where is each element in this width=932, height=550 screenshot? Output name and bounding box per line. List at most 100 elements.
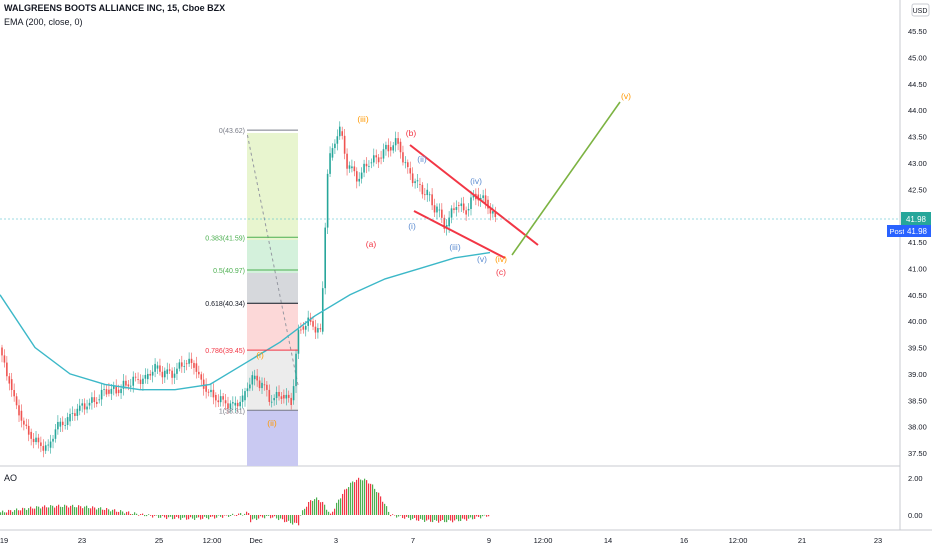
ao-bar <box>350 482 352 515</box>
candle-body <box>312 321 314 327</box>
ao-bar <box>168 515 170 518</box>
candle-body <box>40 442 42 446</box>
ao-bar <box>248 513 250 515</box>
ao-bar <box>62 506 64 515</box>
ao-bar <box>188 515 190 520</box>
candle-body <box>387 144 390 152</box>
candle-body <box>416 180 419 182</box>
ao-bar <box>114 509 116 515</box>
ao-bar <box>84 506 86 515</box>
candle-body <box>69 413 71 422</box>
ao-bar <box>442 515 444 520</box>
ao-bar <box>174 515 176 519</box>
ao-bar <box>156 515 158 516</box>
candle-body <box>484 195 487 203</box>
ao-bar <box>170 515 172 517</box>
candle-body <box>324 227 326 289</box>
price-tick-label: 44.50 <box>908 80 927 89</box>
indicator-title[interactable]: EMA (200, close, 0) <box>4 17 83 27</box>
candle-body <box>263 384 266 386</box>
ao-bar <box>458 515 460 522</box>
ao-bar <box>366 480 368 515</box>
ao-bar <box>44 505 46 515</box>
fib-retracement[interactable] <box>246 132 299 466</box>
candle-body <box>144 374 147 379</box>
ao-bar <box>140 514 142 515</box>
fib-level-label: 1(38.31) <box>219 408 245 415</box>
price-tick-label: 40.50 <box>908 291 927 300</box>
ao-bar <box>364 478 366 515</box>
candle-body <box>168 369 171 371</box>
candle-body <box>105 389 108 395</box>
candle-body <box>151 371 154 376</box>
candle-body <box>268 389 271 402</box>
ao-bar <box>382 501 384 515</box>
candle-body <box>91 397 93 403</box>
ao-bar <box>70 505 72 515</box>
candle-body <box>321 288 324 332</box>
ao-bar <box>286 515 288 522</box>
ao-bar <box>162 515 164 516</box>
ao-bar <box>266 515 268 516</box>
candle-body <box>229 403 232 409</box>
candle-body <box>88 402 91 406</box>
ao-bar <box>128 511 130 515</box>
candle-body <box>329 153 331 174</box>
candle-body <box>302 326 305 330</box>
candle-body <box>341 131 343 136</box>
currency-box[interactable] <box>911 3 930 17</box>
candle-body <box>149 373 152 376</box>
ao-bar <box>76 507 78 515</box>
ao-bar <box>406 515 408 517</box>
candle-body <box>492 211 494 214</box>
ao-bar <box>486 515 488 517</box>
candle-body <box>193 362 195 368</box>
wedge-upper-line[interactable] <box>409 144 539 246</box>
candle-body <box>353 166 356 172</box>
ao-bar <box>212 515 214 517</box>
candle-body <box>314 326 317 333</box>
candle-body <box>108 389 110 394</box>
ao-bar <box>166 515 168 520</box>
candle-body <box>436 206 438 213</box>
ao-bar <box>54 507 56 515</box>
fib-zone-05-0618 <box>247 273 298 304</box>
ao-bar <box>130 513 132 515</box>
candle-body <box>224 400 227 404</box>
ao-bar <box>262 515 264 518</box>
fib-level-label: 0.618(40.34) <box>205 301 245 308</box>
ao-bar <box>194 515 196 520</box>
ao-bar <box>434 515 436 520</box>
ao-bar <box>28 508 30 515</box>
projection-line[interactable] <box>511 101 621 256</box>
ao-bar <box>102 509 104 515</box>
ao-bar <box>106 508 108 515</box>
ao-bar <box>312 500 314 515</box>
ao-bar <box>478 515 480 518</box>
candle-body <box>275 391 278 399</box>
ao-bar <box>66 505 68 515</box>
ao-bar <box>296 515 298 524</box>
ao-bar <box>246 511 248 515</box>
ao-bar <box>60 506 62 515</box>
candle-body <box>120 388 122 394</box>
candle-body <box>100 389 103 400</box>
ao-bar <box>304 508 306 515</box>
ao-bar <box>320 502 322 515</box>
candle-body <box>142 378 144 385</box>
ao-bar <box>254 515 256 519</box>
candle-body <box>382 149 385 159</box>
ao-bar <box>416 515 418 521</box>
ao-bar <box>358 477 360 515</box>
time-tick-label: 12:00 <box>534 536 553 545</box>
symbol-title[interactable]: WALGREENS BOOTS ALLIANCE INC, 15, Cboe B… <box>4 3 226 13</box>
ao-bar <box>330 513 332 515</box>
ao-bar <box>454 515 456 521</box>
price-tick-label: 43.50 <box>908 133 927 142</box>
candle-body <box>27 425 30 435</box>
wave-label: (ii) <box>267 418 277 428</box>
candle-body <box>210 389 212 393</box>
candle-body <box>443 217 446 229</box>
ao-bar <box>384 503 386 515</box>
